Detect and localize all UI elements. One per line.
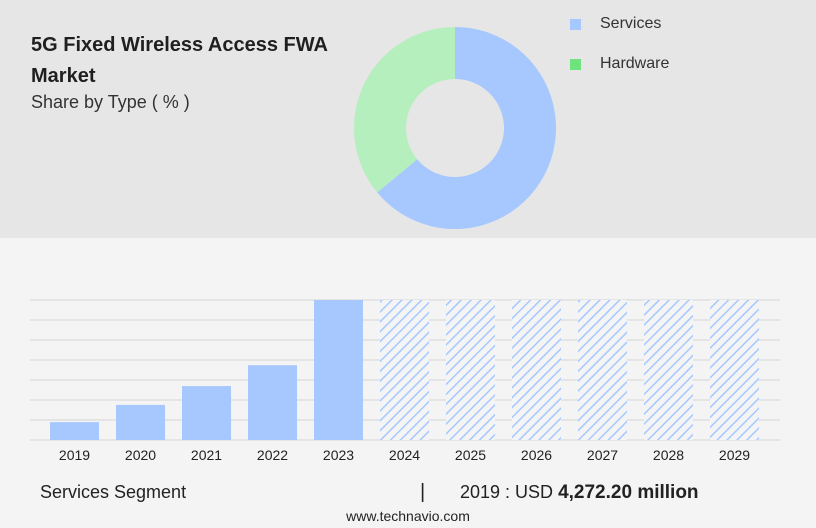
donut-chart (354, 27, 556, 230)
legend: Services Hardware (570, 14, 669, 94)
x-tick-label-2023: 2023 (323, 447, 354, 463)
footer-value: 4,272.20 million (558, 482, 699, 503)
x-tick-label-2020: 2020 (125, 447, 156, 463)
bar-2019 (50, 422, 99, 440)
legend-label-services: Services (600, 15, 662, 32)
legend-item-services: Services (570, 14, 669, 34)
x-tick-label-2025: 2025 (455, 447, 486, 463)
bar-chart: 2019 2020 2021 2022 2023 2024 2025 2026 2027 2028… (30, 299, 780, 463)
source-link[interactable]: www.technavio.com (346, 508, 470, 524)
chart-subtitle: Share by Type ( % ) (31, 92, 190, 112)
x-tick-label-2022: 2022 (257, 447, 288, 463)
x-tick-label-2024: 2024 (389, 447, 420, 463)
chart-title: 5G Fixed Wireless Access FWA Market (31, 34, 328, 87)
legend-item-hardware: Hardware (570, 54, 669, 74)
x-tick-label-2029: 2029 (719, 447, 750, 463)
footer-year-prefix: 2019 : USD (460, 482, 554, 502)
x-tick-label-2021: 2021 (191, 447, 222, 463)
bar-2022 (248, 365, 297, 440)
footer-separator: | (420, 481, 426, 503)
bar-2023 (314, 300, 363, 440)
bar-2028 (644, 300, 693, 440)
segment-label: Services Segment (40, 482, 187, 502)
bar-2029 (710, 300, 759, 440)
donut-slice-hardware (354, 27, 455, 193)
legend-swatch-services (570, 18, 581, 30)
donut-slice-services (377, 27, 556, 230)
x-tick-label-2019: 2019 (59, 447, 90, 463)
bar-2025 (446, 300, 495, 440)
bar-2026 (512, 300, 561, 440)
bar-2021 (182, 386, 231, 440)
bar-2020 (116, 404, 165, 440)
bar-2024 (380, 300, 429, 440)
x-tick-label-2027: 2027 (587, 447, 618, 463)
legend-swatch-hardware (570, 58, 581, 70)
legend-label-hardware: Hardware (600, 55, 670, 72)
footer-value-group: 2019 : USD 4,272.20 million (460, 482, 699, 504)
x-tick-label-2026: 2026 (521, 447, 552, 463)
x-tick-label-2028: 2028 (653, 447, 684, 463)
bar-2027 (578, 300, 627, 440)
